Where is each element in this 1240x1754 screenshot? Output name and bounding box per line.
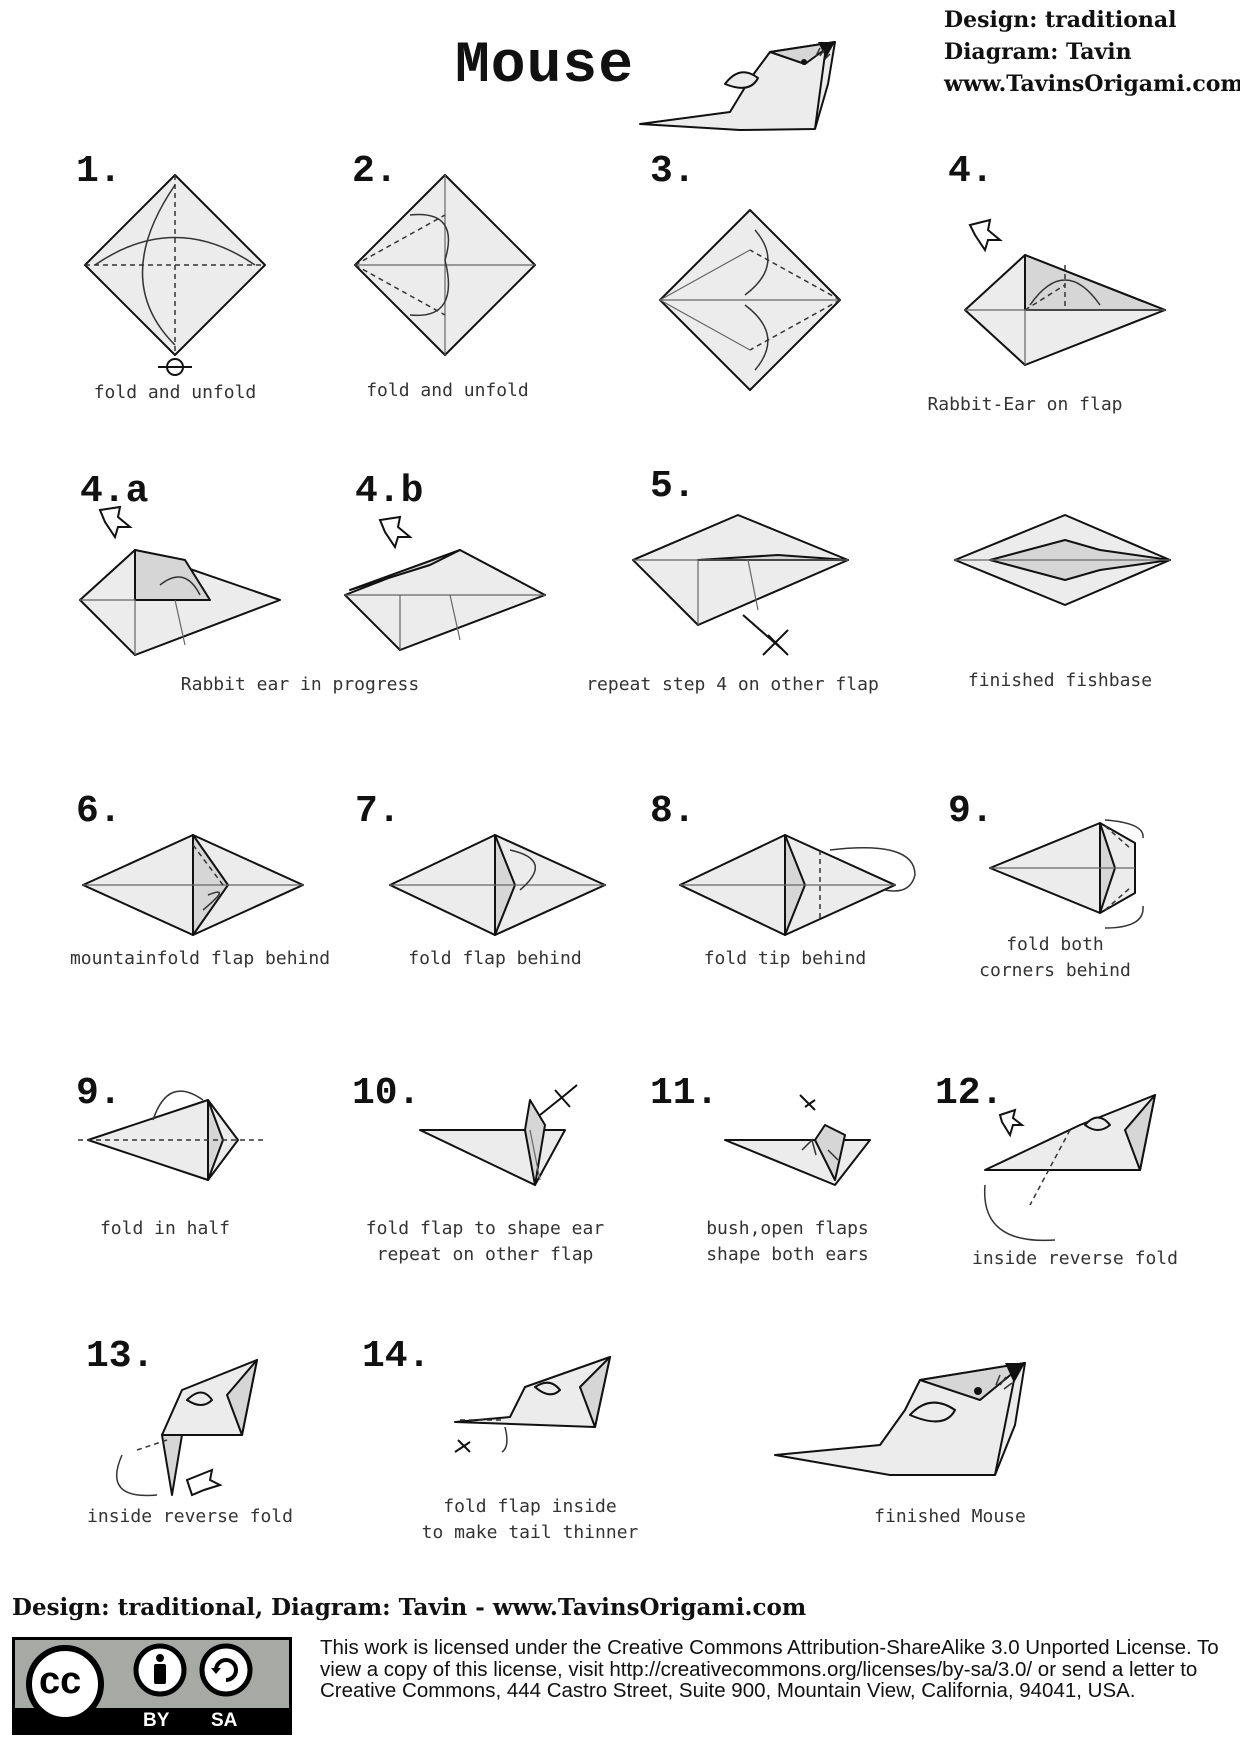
step-12-caption: inside reverse fold (972, 1248, 1178, 1269)
step-14-diagram (454, 1356, 611, 1453)
design-credit: Design: traditional (944, 7, 1177, 33)
step-13-diagram (116, 1359, 258, 1497)
website-link[interactable]: www.TavinsOrigami.com (944, 71, 1240, 97)
credits-block: Design: traditional Diagram: Tavin www.T… (944, 4, 1240, 100)
step-1-number: 1. (76, 150, 122, 193)
step-4b-number: 4.b (355, 470, 424, 513)
step-9-diagram (989, 819, 1144, 929)
step-7-number: 7. (355, 790, 401, 833)
step-5-diagram (632, 514, 849, 656)
step-7-caption: fold flap behind (408, 948, 582, 969)
step-4-number: 4. (948, 150, 994, 193)
license-text: This work is licensed under the Creative… (320, 1636, 1219, 1702)
step-13-caption: inside reverse fold (87, 1506, 293, 1527)
step-9b-caption: fold in half (99, 1218, 231, 1239)
diagram-credit: Diagram: Tavin (944, 39, 1132, 65)
step-11-number: 11. (650, 1072, 719, 1115)
fishbase-diagram (954, 514, 1171, 606)
step-14-caption: fold flap inside to make tail thinner (421, 1496, 639, 1543)
finished-mouse-diagram (774, 1362, 1026, 1476)
step-5-number: 5. (650, 465, 696, 508)
rabbit-ear-progress-caption: Rabbit ear in progress (180, 674, 420, 695)
step-11-caption: bush,open flaps shape both ears (706, 1218, 869, 1265)
finished-mouse-caption: finished Mouse (874, 1506, 1026, 1527)
step-8-caption: fold tip behind (703, 948, 867, 969)
footer-credit: Design: traditional, Diagram: Tavin - ww… (12, 1594, 807, 1621)
step-3-diagram (659, 209, 841, 391)
step-13-number: 13. (86, 1335, 155, 1378)
step-10-diagram (419, 1084, 578, 1186)
mouse-model-icon (639, 41, 836, 131)
step-3-number: 3. (650, 150, 696, 193)
step-9-caption: fold both corners behind (979, 934, 1131, 981)
page-title: Mouse (455, 34, 635, 99)
step-4b-diagram (344, 515, 546, 651)
step-4-diagram (964, 218, 1166, 366)
share-alike-icon-label: SA (211, 1710, 238, 1731)
step-12-number: 12. (935, 1072, 1004, 1115)
step-9b-diagram (78, 1090, 263, 1181)
step-6-caption: mountainfold flap behind (69, 948, 331, 969)
attribution-icon-label: BY (143, 1710, 170, 1731)
step-8-diagram (679, 834, 916, 936)
cc-icon: cc (39, 1660, 82, 1702)
step-4a-number: 4.a (80, 470, 149, 513)
step-11-diagram (724, 1094, 871, 1186)
step-2-number: 2. (352, 150, 398, 193)
step-1-diagram (84, 174, 266, 376)
step-10-caption: fold flap to shape ear repeat on other f… (365, 1218, 605, 1265)
step-6-number: 6. (76, 790, 122, 833)
step-12-diagram (984, 1094, 1156, 1242)
step-5-caption: repeat step 4 on other flap (586, 674, 879, 695)
step-1-caption: fold and unfold (93, 382, 257, 403)
step-9b-number: 9. (76, 1072, 122, 1115)
fishbase-caption: finished fishbase (967, 670, 1153, 691)
step-6-diagram (82, 834, 304, 936)
step-4-caption: Rabbit-Ear on flap (927, 394, 1123, 415)
step-4a-diagram (79, 505, 281, 656)
step-2-diagram (354, 174, 536, 356)
cc-license-badge[interactable]: cc BY SA (12, 1637, 292, 1735)
step-14-number: 14. (362, 1335, 431, 1378)
step-8-number: 8. (650, 790, 696, 833)
step-2-caption: fold and unfold (366, 380, 529, 401)
step-7-diagram (389, 834, 606, 936)
step-9-number: 9. (948, 790, 994, 833)
step-10-number: 10. (352, 1072, 421, 1115)
